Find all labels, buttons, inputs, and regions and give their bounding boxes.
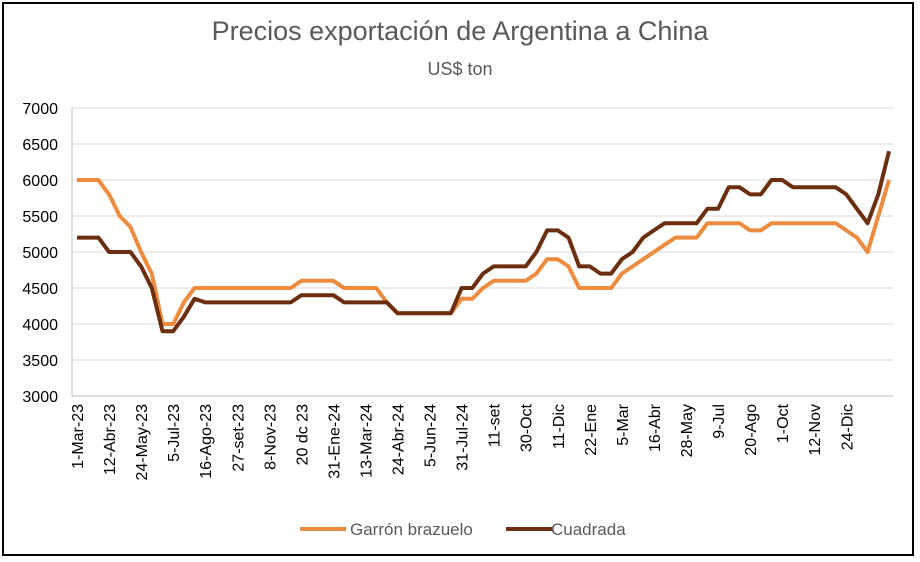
y-tick-label: 6500 xyxy=(22,137,58,154)
y-tick-label: 3500 xyxy=(22,353,58,370)
x-tick-label: 5-Mar xyxy=(615,403,632,445)
chart-title: Precios exportación de Argentina a China xyxy=(211,16,709,46)
x-tick-label: 16-Ago-23 xyxy=(198,404,215,479)
x-tick-label: 12-Nov xyxy=(807,404,824,456)
x-tick-label: 12-Abr-23 xyxy=(102,404,119,475)
y-tick-label: 6000 xyxy=(22,173,58,190)
x-axis-ticks: 1-Mar-23 12-Abr-23 24-May-23 5-Jul-23 16-Ago… xyxy=(70,403,856,480)
series-lines xyxy=(77,150,891,334)
x-tick-label: 24-May-23 xyxy=(134,404,151,481)
x-tick-label: 28-May xyxy=(679,404,696,457)
x-tick-label: 5-Jul-23 xyxy=(166,404,183,462)
x-tick-label: 9-Jul xyxy=(711,404,728,439)
y-tick-label: 7000 xyxy=(22,101,58,118)
legend-label-cuadrada: Cuadrada xyxy=(551,520,626,539)
y-axis-ticks: 3000 3500 4000 4500 5000 5500 6000 6500 7000 xyxy=(22,101,58,406)
x-tick-label: 20-Ago xyxy=(743,404,760,456)
x-tick-label: 1-Mar-23 xyxy=(70,404,87,469)
x-tick-label: 11-set xyxy=(487,403,504,447)
legend-label-garron: Garrón brazuelo xyxy=(350,520,473,539)
chart-subtitle: US$ ton xyxy=(427,59,493,79)
y-tick-label: 5500 xyxy=(22,209,58,226)
series-line-garron-brazuelo xyxy=(77,178,891,326)
x-tick-label: 24-Dic xyxy=(839,404,856,450)
x-tick-label: 20 dc 23 xyxy=(294,404,311,465)
series-line-cuadrada xyxy=(77,150,891,334)
x-tick-label: 13-Mar-24 xyxy=(358,404,375,478)
x-tick-label: 11-Dic xyxy=(551,404,568,449)
x-tick-label: 1-Oct xyxy=(775,403,792,443)
x-tick-label: 8-Nov-23 xyxy=(262,404,279,470)
x-tick-label: 5-Jun-24 xyxy=(423,404,440,467)
legend: Garrón brazuelo Cuadrada xyxy=(300,520,626,539)
x-tick-label: 31-Jul-24 xyxy=(455,404,472,471)
x-tick-label: 24-Abr-24 xyxy=(391,404,408,475)
gridlines xyxy=(71,107,893,397)
y-tick-label: 5000 xyxy=(22,245,58,262)
y-tick-label: 4000 xyxy=(22,317,58,334)
x-tick-label: 31-Ene-24 xyxy=(326,404,343,479)
y-tick-label: 3000 xyxy=(22,389,58,406)
x-tick-label: 27-set-23 xyxy=(230,404,247,472)
x-tick-label: 30-Oct xyxy=(519,403,536,452)
x-tick-label: 22-Ene xyxy=(583,404,600,456)
y-tick-label: 4500 xyxy=(22,281,58,298)
x-tick-label: 16-Abr xyxy=(647,403,664,452)
